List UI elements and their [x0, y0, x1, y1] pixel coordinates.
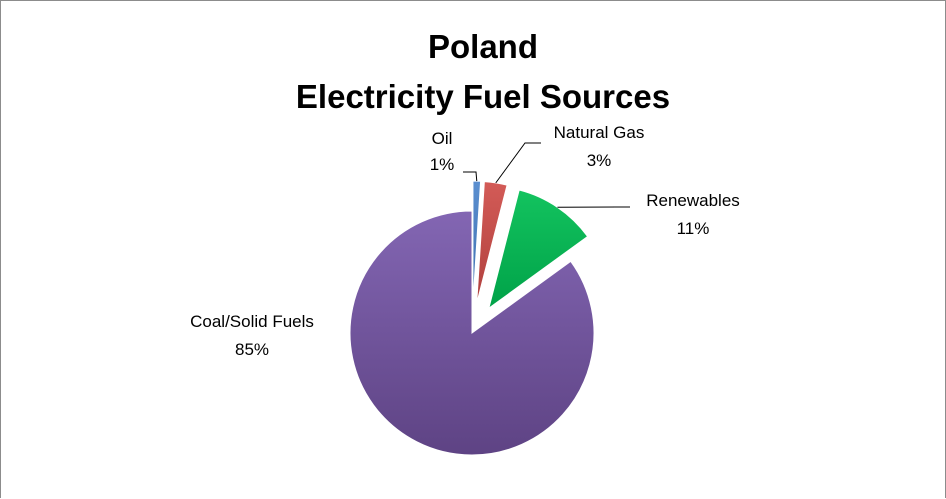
slice-label-natural-gas-name: Natural Gas — [554, 123, 645, 142]
pie-slice-oil — [472, 180, 482, 304]
pie-slices — [349, 180, 595, 456]
slice-label-oil-name: Oil — [432, 129, 453, 148]
slice-label-natural-gas-percent: 3% — [587, 151, 612, 170]
leader-line-oil — [463, 171, 478, 182]
chart-title-line-2: Electricity Fuel Sources — [296, 78, 670, 115]
slice-label-coal-percent: 85% — [235, 340, 269, 359]
slice-label-renewables-percent: 11% — [677, 219, 710, 238]
leader-lines — [463, 142, 630, 208]
slice-label-renewables-name: Renewables — [646, 191, 740, 210]
slice-label-coal-name: Coal/Solid Fuels — [190, 312, 314, 331]
pie-slice-coal-solid-fuels — [349, 210, 595, 456]
chart-title-line-1: Poland — [428, 28, 538, 65]
leader-line-natural-gas — [495, 142, 541, 184]
pie-slice-natural-gas — [476, 181, 508, 304]
slice-label-oil-percent: 1% — [430, 155, 455, 174]
